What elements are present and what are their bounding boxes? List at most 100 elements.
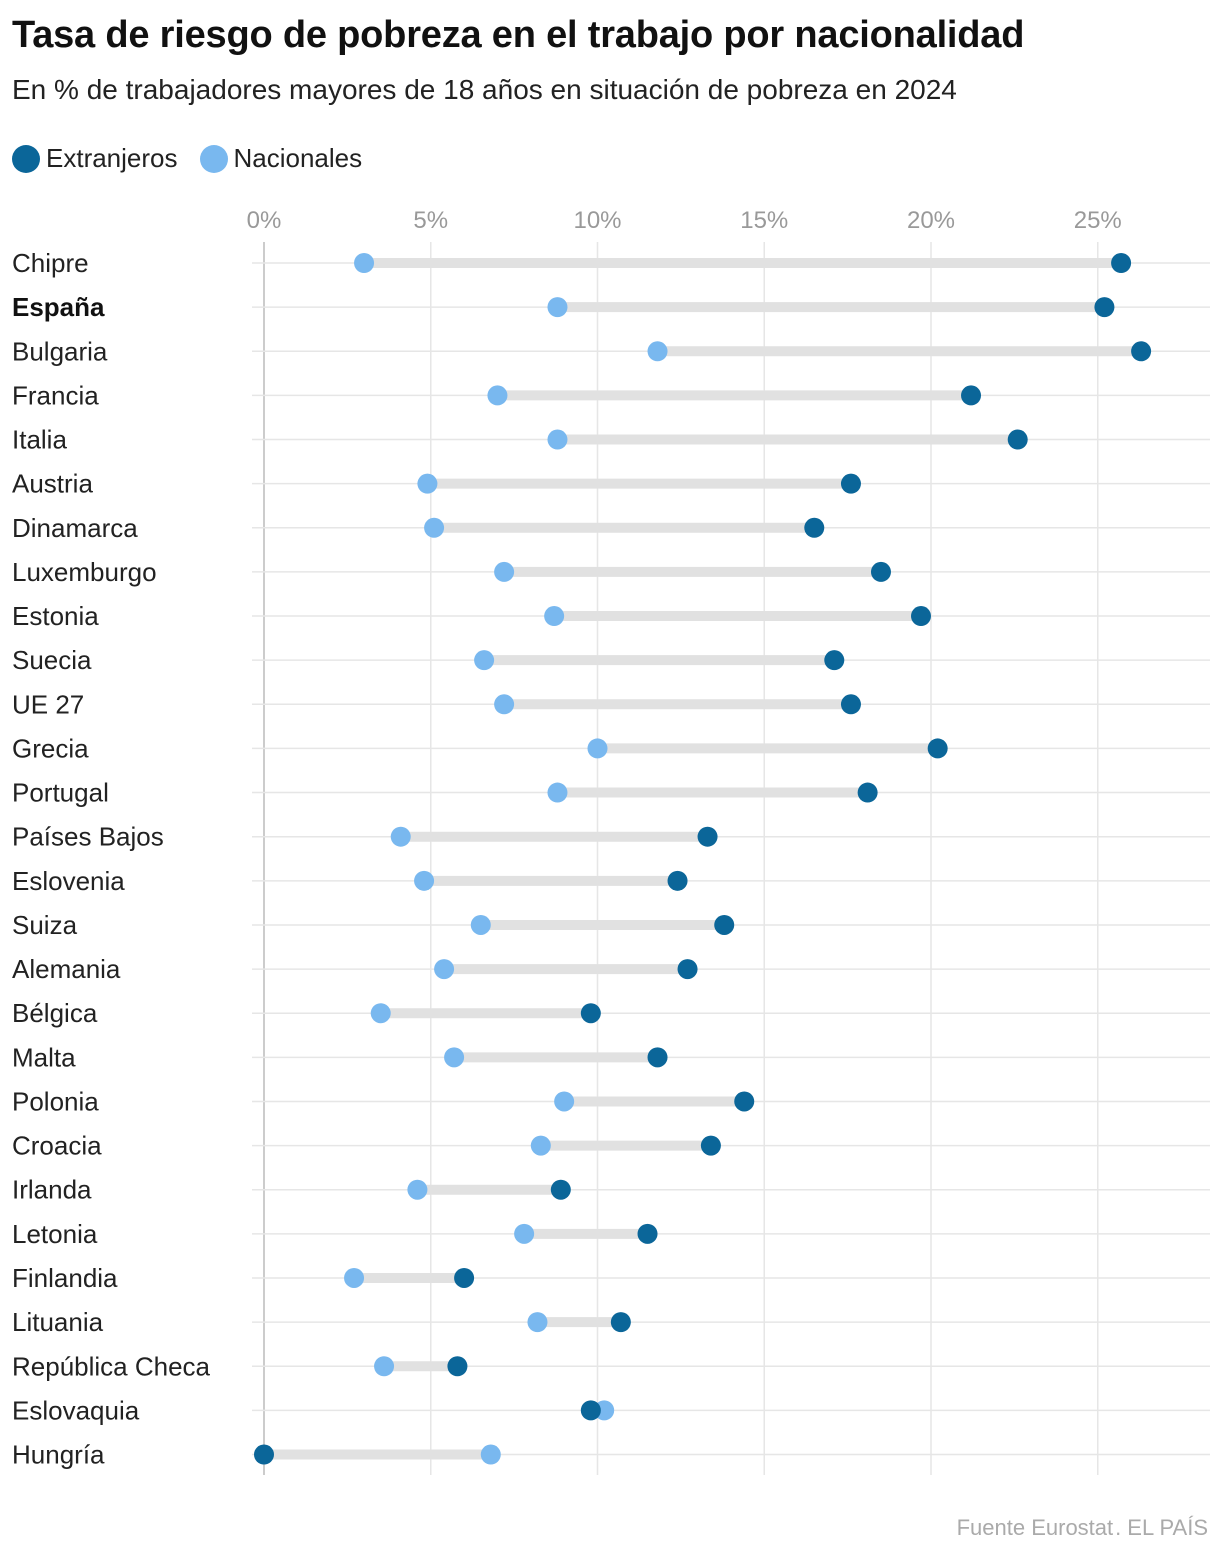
country-label: Letonia — [12, 1219, 98, 1249]
legend-swatch-national — [199, 144, 228, 173]
country-label: Grecia — [12, 733, 89, 763]
foreign-point — [647, 1047, 668, 1068]
country-label: Suiza — [12, 910, 78, 940]
chart-subtitle: En % de trabajadores mayores de 18 años … — [12, 74, 957, 105]
national-point — [470, 914, 491, 935]
foreign-point — [734, 1091, 755, 1112]
national-point — [487, 385, 508, 406]
foreign-point — [254, 1444, 274, 1465]
foreign-point — [580, 1400, 601, 1421]
chart-title: Tasa de riesgo de pobreza en el trabajo … — [12, 14, 1025, 56]
country-label: Dinamarca — [12, 513, 138, 543]
national-point — [434, 959, 455, 980]
country-label: Portugal — [12, 778, 109, 808]
foreign-point — [637, 1223, 658, 1244]
national-point — [414, 870, 435, 891]
foreign-point — [667, 870, 688, 891]
country-label: Eslovenia — [12, 866, 125, 896]
foreign-point — [447, 1356, 468, 1377]
foreign-point — [550, 1179, 571, 1200]
national-point — [374, 1356, 395, 1377]
national-point — [514, 1223, 535, 1244]
foreign-point — [857, 782, 878, 803]
country-label: Estonia — [12, 601, 99, 631]
dot-plot: 0% 5% 10% 15% 20% 25% Chipre España Bulgaria Fran… — [12, 207, 1210, 1475]
foreign-point — [804, 517, 825, 538]
national-point — [407, 1179, 428, 1200]
national-point — [494, 694, 515, 715]
national-point — [547, 297, 568, 318]
legend-label-foreign: Extranjeros — [46, 143, 178, 173]
country-label: Bélgica — [12, 998, 98, 1028]
foreign-point — [454, 1267, 475, 1288]
national-point — [547, 782, 568, 803]
national-point — [547, 429, 568, 450]
national-point — [527, 1312, 548, 1333]
foreign-point — [840, 694, 861, 715]
legend: Extranjeros Nacionales — [12, 143, 384, 174]
country-label: Irlanda — [12, 1175, 92, 1205]
national-point — [474, 650, 495, 671]
foreign-point — [700, 1135, 721, 1156]
national-point — [417, 473, 438, 494]
national-point — [480, 1444, 501, 1465]
country-label: Hungría — [12, 1440, 105, 1470]
national-point — [554, 1091, 575, 1112]
national-point — [444, 1047, 465, 1068]
national-point — [344, 1267, 365, 1288]
national-point — [530, 1135, 551, 1156]
country-label: Malta — [12, 1042, 76, 1072]
country-label: España — [12, 292, 105, 322]
foreign-point — [677, 959, 698, 980]
foreign-point — [1131, 341, 1152, 362]
x-tick-label: 25% — [1074, 207, 1122, 234]
national-point — [544, 606, 565, 627]
country-label: Polonia — [12, 1086, 99, 1116]
foreign-point — [697, 826, 718, 847]
legend-item-foreign: Extranjeros — [12, 143, 178, 174]
country-label: Luxemburgo — [12, 557, 157, 587]
legend-label-national: Nacionales — [233, 143, 363, 173]
foreign-point — [1111, 253, 1132, 273]
national-point — [424, 517, 445, 538]
x-tick-label: 5% — [413, 207, 448, 234]
national-point — [587, 738, 608, 759]
country-label: Suecia — [12, 645, 92, 675]
foreign-point — [1094, 297, 1115, 318]
national-point — [494, 561, 515, 582]
country-label: Alemania — [12, 954, 121, 984]
foreign-point — [927, 738, 948, 759]
national-point — [354, 253, 375, 273]
national-point — [370, 1003, 391, 1024]
source-brand: EL PAÍS — [1127, 1515, 1208, 1540]
country-label: Países Bajos — [12, 822, 164, 852]
source-text: Fuente Eurostat — [956, 1515, 1114, 1540]
legend-swatch-foreign — [12, 144, 40, 173]
country-label: Italia — [12, 425, 67, 455]
source-separator: . — [1115, 1515, 1122, 1540]
foreign-point — [840, 473, 861, 494]
foreign-point — [714, 914, 735, 935]
foreign-point — [910, 606, 931, 627]
x-tick-label: 20% — [907, 207, 955, 234]
country-label: Finlandia — [12, 1263, 118, 1293]
country-label: UE 27 — [12, 689, 84, 719]
legend-item-national: Nacionales — [199, 143, 363, 174]
national-point — [390, 826, 411, 847]
foreign-point — [824, 650, 845, 671]
country-label: Croacia — [12, 1131, 102, 1161]
source-credit: Fuente Eurostat. EL PAÍS — [957, 1515, 1208, 1541]
country-label: Francia — [12, 380, 99, 410]
country-label: Austria — [12, 469, 93, 499]
national-point — [647, 341, 668, 362]
foreign-point — [580, 1003, 601, 1024]
foreign-point — [1007, 429, 1028, 450]
country-label: Lituania — [12, 1307, 104, 1337]
country-label: República Checa — [12, 1351, 211, 1381]
x-tick-label: 0% — [247, 207, 282, 234]
country-label: Chipre — [12, 248, 89, 278]
foreign-point — [961, 385, 982, 406]
x-tick-label: 10% — [573, 207, 621, 234]
country-label: Eslovaquia — [12, 1395, 140, 1425]
x-tick-label: 15% — [740, 207, 788, 234]
